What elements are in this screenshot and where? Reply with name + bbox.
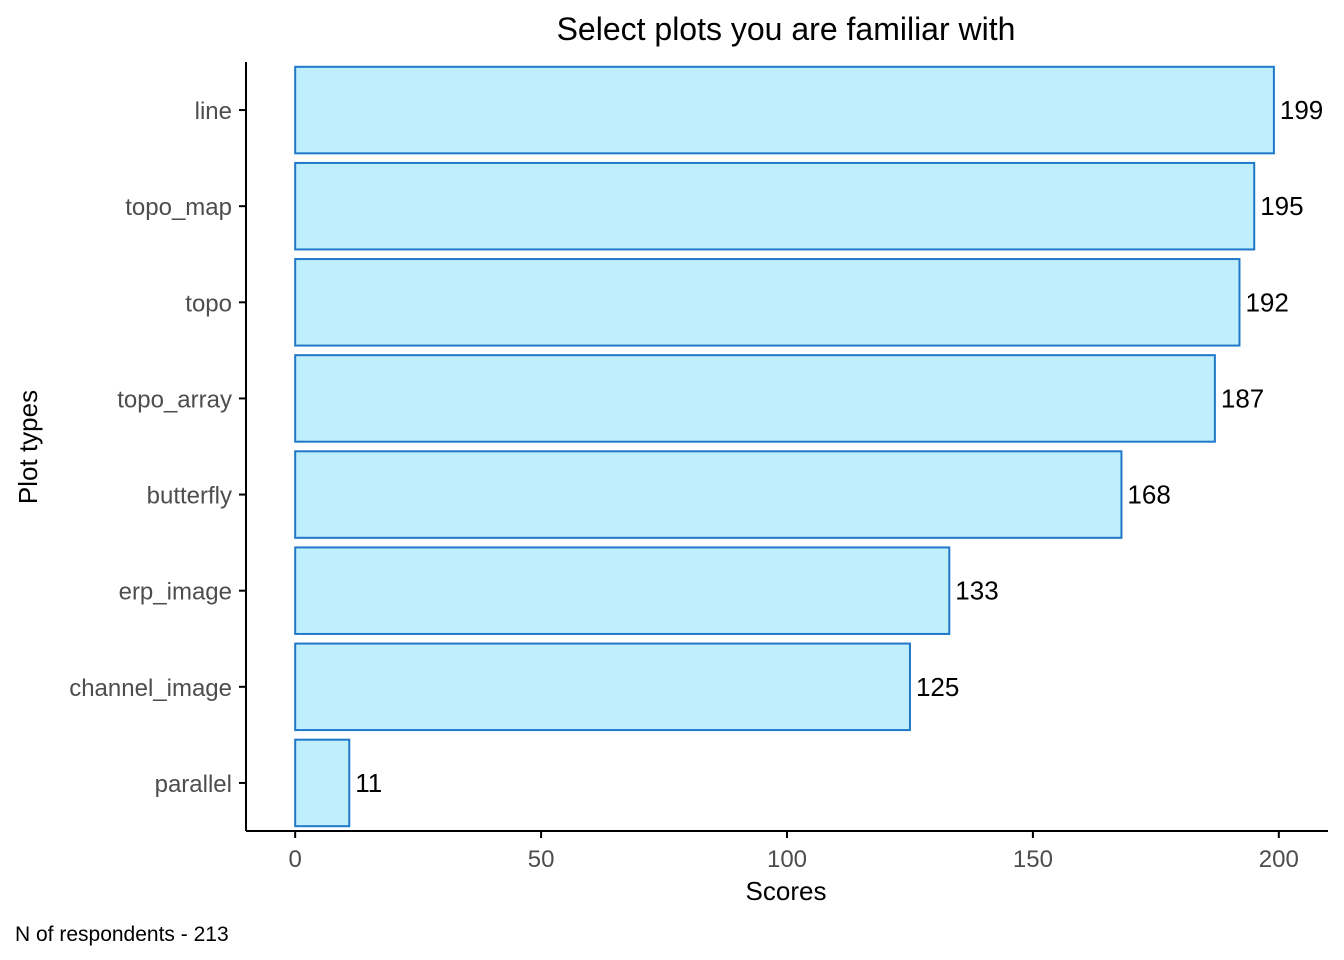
data-labels-group: 199 195 192 187 168 133 125 11	[355, 95, 1323, 798]
y-tick-label: channel_image	[69, 675, 232, 702]
data-label-topo-map: 195	[1260, 191, 1303, 221]
x-tick-label: 200	[1259, 846, 1299, 873]
y-axis-title: Plot types	[13, 390, 43, 504]
y-tick-label: butterfly	[147, 483, 232, 510]
bar-butterfly	[294, 450, 1123, 539]
data-label-butterfly: 168	[1127, 480, 1170, 510]
x-axis-title: Scores	[746, 876, 827, 906]
data-label-line: 199	[1280, 95, 1323, 125]
y-tick-label: line	[195, 98, 232, 125]
x-tick-label: 100	[767, 846, 807, 873]
y-tick-label: topo_array	[117, 386, 232, 413]
bar-topo	[294, 258, 1241, 347]
x-tick-label: 0	[289, 846, 302, 873]
bar-line	[294, 65, 1275, 155]
bar-topo-array	[294, 354, 1216, 443]
data-label-parallel: 11	[355, 768, 382, 798]
y-tick-label: topo_map	[125, 194, 232, 221]
y-tick-label: parallel	[155, 771, 232, 798]
bars-group	[294, 65, 1275, 828]
data-label-topo-array: 187	[1221, 383, 1264, 413]
y-tick-label: topo	[185, 290, 232, 317]
bar-channel-image	[294, 642, 911, 732]
bar-topo-map	[294, 161, 1256, 251]
x-tick-label: 50	[528, 846, 555, 873]
bar-erp-image	[294, 546, 951, 635]
caption: N of respondents - 213	[15, 923, 229, 946]
x-axis-ticks: 0 50 100 150 200	[289, 831, 1299, 873]
y-tick-label: erp_image	[119, 579, 232, 606]
data-label-channel-image: 125	[916, 672, 959, 702]
bar-parallel	[294, 738, 351, 828]
data-label-topo: 192	[1245, 287, 1288, 317]
chart-title: Select plots you are familiar with	[557, 11, 1016, 47]
data-label-erp-image: 133	[955, 576, 998, 606]
x-tick-label: 150	[1013, 846, 1053, 873]
